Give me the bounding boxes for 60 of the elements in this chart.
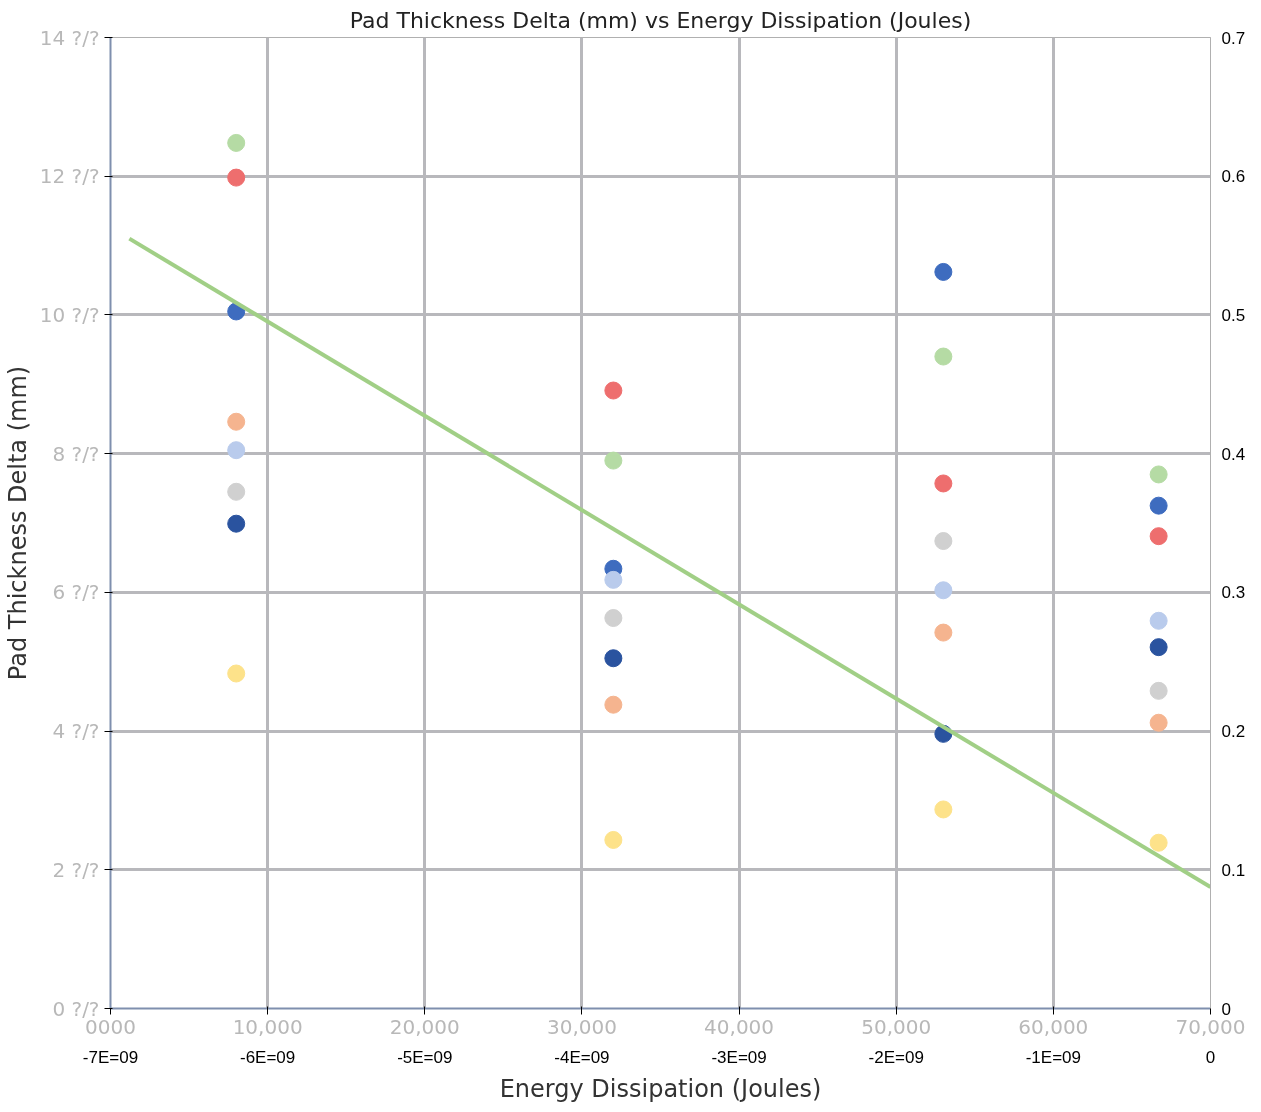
point bbox=[227, 412, 246, 431]
text: -2E=09 bbox=[868, 1047, 924, 1067]
point bbox=[604, 830, 623, 849]
text: -4E=09 bbox=[554, 1047, 610, 1067]
point bbox=[227, 482, 246, 501]
point bbox=[604, 695, 623, 714]
point bbox=[604, 381, 623, 400]
point bbox=[227, 168, 246, 187]
point bbox=[934, 262, 953, 281]
point bbox=[604, 451, 623, 470]
y-tick-label: 10 ?/? bbox=[39, 302, 100, 327]
point bbox=[934, 474, 953, 493]
x-tick-label: 40,000 bbox=[704, 1014, 775, 1039]
point bbox=[604, 609, 623, 627]
y2-tick-label: 0.3 bbox=[1221, 583, 1246, 603]
y-tick-label: 6 ?/? bbox=[52, 580, 100, 605]
y-tick-label: 14 ?/? bbox=[39, 25, 100, 50]
y2-tick-label: 0.1 bbox=[1221, 860, 1246, 880]
point bbox=[934, 800, 953, 819]
y2-tick-label: 0.5 bbox=[1221, 305, 1246, 325]
point bbox=[1149, 638, 1168, 657]
point bbox=[934, 581, 953, 600]
y-axis-title: Pad Thickness Delta (mm) bbox=[3, 365, 32, 681]
point bbox=[1149, 465, 1168, 484]
point bbox=[1149, 713, 1168, 732]
text: 0 bbox=[1205, 1047, 1216, 1067]
point bbox=[934, 532, 953, 551]
point bbox=[227, 664, 246, 683]
text: -7E=09 bbox=[82, 1047, 139, 1067]
x-tick-label: 60,000 bbox=[1018, 1014, 1089, 1039]
point bbox=[604, 649, 623, 668]
y-tick-label: 8 ?/? bbox=[52, 441, 100, 466]
text: -3E=09 bbox=[711, 1047, 767, 1067]
x-axis-title: Energy Dissipation (Joules) bbox=[499, 1074, 822, 1103]
y2-tick-label: 0.2 bbox=[1221, 722, 1246, 742]
point bbox=[227, 441, 246, 460]
y-tick-label: 2 ?/? bbox=[52, 857, 100, 882]
point bbox=[934, 347, 953, 366]
chart-title: Pad Thickness Delta (mm) vs Energy Dissipation (Joules) bbox=[349, 7, 972, 33]
point bbox=[227, 514, 246, 533]
text: -6E=09 bbox=[240, 1047, 296, 1067]
y-tick-label: 12 ?/? bbox=[39, 164, 100, 189]
x-tick-label: 50,000 bbox=[861, 1014, 932, 1039]
point bbox=[1149, 496, 1168, 515]
text: -1E=09 bbox=[1025, 1047, 1082, 1067]
text: -5E=09 bbox=[397, 1047, 453, 1067]
x-tick-label: 30,000 bbox=[546, 1014, 617, 1039]
point bbox=[1149, 527, 1168, 546]
y-tick-label: 4 ?/? bbox=[52, 719, 100, 744]
y2-tick-label: 0.4 bbox=[1221, 444, 1246, 464]
x-tick-label: 10,000 bbox=[232, 1014, 303, 1039]
y2-tick-label: 0.6 bbox=[1221, 167, 1246, 187]
point bbox=[227, 133, 246, 152]
y2-tick-label: 0.7 bbox=[1221, 28, 1246, 48]
point bbox=[604, 570, 623, 589]
point bbox=[934, 623, 953, 642]
x-tick-label: 20,000 bbox=[389, 1014, 460, 1039]
point bbox=[1149, 681, 1168, 700]
point bbox=[1149, 833, 1168, 852]
point bbox=[1149, 611, 1168, 630]
